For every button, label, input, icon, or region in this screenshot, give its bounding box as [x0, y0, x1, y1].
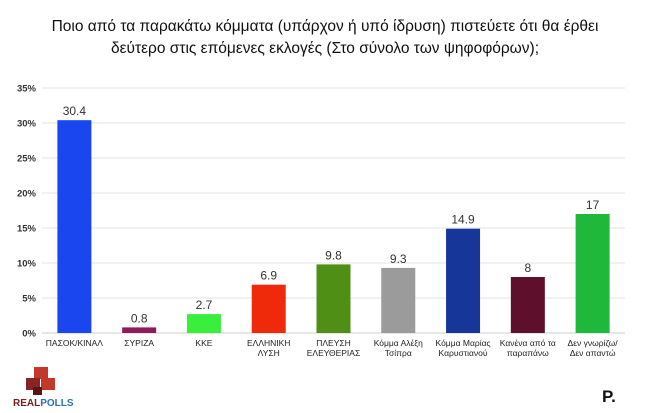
x-tick-label: ΣΥΡΙΖΑ	[124, 338, 154, 348]
bar	[381, 267, 416, 333]
y-tick-label: 0%	[22, 329, 36, 340]
y-tick-label: 30%	[17, 119, 37, 130]
data-label: 6.9	[260, 269, 277, 283]
data-label: 9.3	[390, 252, 407, 266]
bar	[122, 327, 157, 333]
x-tick-label: ΚΚΕ	[195, 338, 212, 348]
y-tick-label: 20%	[17, 189, 37, 200]
data-label: 14.9	[451, 213, 475, 227]
x-tick-label: Κανένα από τα παραπάνω	[500, 338, 556, 358]
data-label: 9.8	[325, 248, 342, 262]
data-label: 2.7	[196, 298, 213, 312]
bar	[251, 284, 286, 333]
x-tick-label: ΠΑΣΟΚ/ΚΙΝΑΛ	[46, 338, 104, 348]
chart-title-line: δεύτερο στις επόμενες εκλογές (Στο σύνολ…	[110, 40, 540, 57]
logo-text-polls: POLLS	[40, 398, 74, 408]
y-tick-label: 5%	[22, 294, 36, 305]
data-label: 17	[586, 198, 600, 212]
x-tick-label: ΠΛΕΥΣΗ ΕΛΕΥΘΕΡΙΑΣ	[307, 338, 360, 358]
x-tick-label: Κόμμα Μαρίας Καρυστιανού	[436, 338, 491, 358]
chart-title-line: Ποιο από τα παρακάτω κόμματα (υπάρχον ή …	[51, 18, 599, 35]
bar	[575, 214, 610, 333]
logo-blocks-icon	[26, 367, 55, 395]
bar	[446, 228, 481, 333]
data-label: 8	[524, 261, 531, 275]
bar	[510, 277, 545, 333]
data-label: 0.8	[131, 311, 148, 325]
x-tick-label: ΕΛΛΗΝΙΚΗ ΛΥΣΗ	[247, 338, 290, 358]
bar	[57, 120, 92, 333]
y-tick-label: 10%	[17, 259, 37, 270]
bar	[186, 314, 221, 333]
data-label: 30.4	[63, 104, 87, 118]
logo-text-real: REAL	[13, 398, 40, 408]
realpolls-logo: REALPOLLS	[13, 367, 74, 408]
svg-text:REALPOLLS: REALPOLLS	[13, 398, 74, 408]
y-tick-label: 35%	[17, 84, 37, 95]
x-tick-label: Κόμμα Αλέξη Τσίπρα	[374, 338, 423, 358]
brand-mark: P.	[602, 387, 616, 406]
chart-title: Ποιο από τα παρακάτω κόμματα (υπάρχον ή …	[20, 16, 630, 60]
y-tick-label: 25%	[17, 154, 37, 165]
x-tick-label: Δεν γνωρίζω/Δεν απαντώ	[568, 338, 619, 358]
y-tick-label: 15%	[17, 224, 37, 235]
bar	[316, 264, 351, 333]
